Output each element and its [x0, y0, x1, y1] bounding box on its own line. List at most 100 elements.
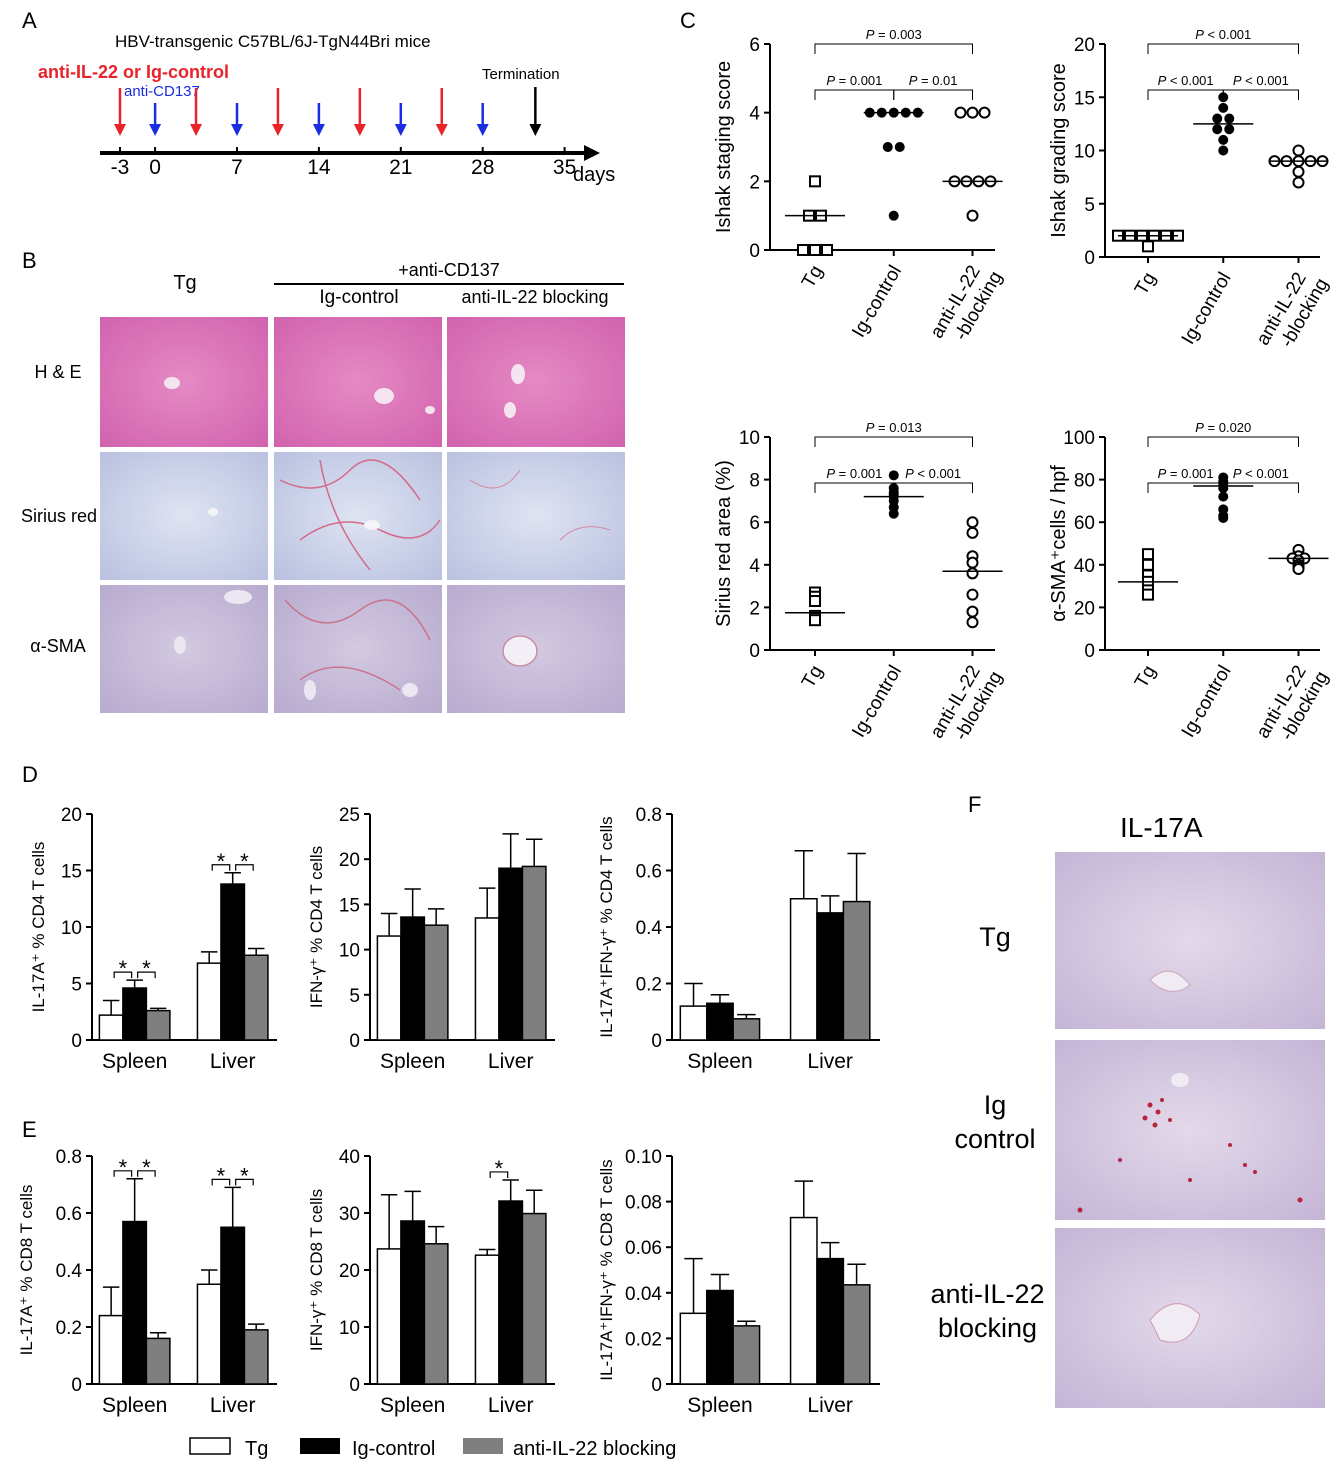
- x-tick-label: anti-IL-22-blocking: [927, 257, 1007, 353]
- y-tick-label: 0.06: [625, 1238, 662, 1259]
- p-symbol: P: [1158, 466, 1167, 481]
- p-value: = 0.013: [874, 420, 921, 435]
- p-value: < 0.001: [1204, 27, 1251, 42]
- bar-anti-il-22-blocking: [145, 1009, 171, 1041]
- bar-anti-il-22-blocking: [521, 1212, 547, 1385]
- significance-bracket: [211, 864, 231, 871]
- p-value: = 0.01: [917, 73, 957, 88]
- il17a-row-ig-line2: control: [954, 1124, 1036, 1154]
- histo-group-title: +anti-CD137: [398, 260, 500, 280]
- x-category-label: Spleen: [687, 1394, 752, 1417]
- y-tick-label: 0: [1084, 248, 1095, 269]
- anti-point: [966, 106, 979, 119]
- ig-point: [1212, 113, 1223, 124]
- significance-bracket: [489, 1171, 509, 1178]
- y-tick-label: 20: [61, 805, 82, 826]
- anti-point: [1292, 144, 1305, 157]
- p-bracket: [893, 482, 973, 493]
- timeline-tick-label: 14: [307, 156, 331, 179]
- tg-point: [809, 595, 821, 608]
- bar-anti-il-22-blocking: [243, 1329, 269, 1385]
- legend-anti-label: anti-IL-22 blocking: [513, 1438, 676, 1460]
- timeline-tick-label: 7: [231, 156, 243, 179]
- bar-ig-control: [122, 1220, 148, 1385]
- blue-arrow-head: [149, 124, 162, 136]
- y-axis-label: IL-17A⁺IFN-γ⁺ % CD4 T cells: [597, 816, 616, 1037]
- p-symbol: P: [826, 466, 835, 481]
- significance-star: *: [119, 1155, 128, 1180]
- x-tick-label: Ig-control: [1178, 662, 1236, 741]
- ig-point: [1224, 113, 1235, 124]
- timeline-tick-label: 21: [389, 156, 412, 179]
- chart-E1: 0 0.2 0.4 0.6 0.8 IL-17A⁺ % CD8 T cells Spleen…: [17, 1147, 277, 1417]
- tg-point: [1142, 548, 1154, 561]
- ig-point: [1212, 124, 1223, 135]
- il17a-row-ig: Ig control: [940, 1088, 1050, 1156]
- y-tick-label: 10: [339, 1318, 360, 1339]
- y-axis-label: α-SMA⁺cells / hpf: [1048, 465, 1070, 622]
- anti-point: [966, 516, 979, 529]
- x-category-label: Spleen: [102, 1394, 167, 1417]
- ig-point: [1224, 124, 1235, 135]
- x-category-label: Liver: [488, 1050, 534, 1073]
- p-symbol: P: [909, 73, 918, 88]
- timeline-arrows: [114, 87, 542, 136]
- y-tick-label: 0: [749, 641, 760, 662]
- p-value-label: P = 0.01: [909, 73, 958, 88]
- bar-anti-il-22-blocking: [732, 1018, 761, 1041]
- y-axis-label: Ishak staging score: [713, 61, 735, 233]
- y-tick-label: 0.8: [636, 805, 662, 826]
- p-bracket: [814, 436, 973, 447]
- ig-point: [1218, 145, 1229, 156]
- tg-point: [797, 244, 809, 256]
- p-symbol: P: [1233, 73, 1242, 88]
- x-tick-label-line: Tg: [1131, 269, 1160, 299]
- p-bracket: [1147, 43, 1299, 54]
- p-symbol: P: [1158, 73, 1167, 88]
- bar-anti-il-22-blocking: [521, 865, 547, 1041]
- y-axis-label: IL-17A⁺ % CD4 T cells: [29, 842, 48, 1013]
- y-tick-label: 4: [749, 556, 760, 577]
- legend-anti-swatch: [463, 1438, 503, 1454]
- x-tick-label-line: Ig-control: [848, 662, 906, 741]
- x-category-label: Liver: [488, 1394, 534, 1417]
- y-tick-label: 30: [339, 1204, 360, 1225]
- anti-point: [966, 616, 979, 629]
- x-category-label: Spleen: [687, 1050, 752, 1073]
- ig-point: [894, 142, 905, 152]
- y-axis-label: IL-17A⁺ % CD8 T cells: [17, 1185, 36, 1356]
- y-tick-label: 0: [349, 1375, 360, 1396]
- bar-tg: [789, 1216, 818, 1385]
- bar-tg: [196, 1283, 222, 1385]
- y-tick-label: 0: [71, 1031, 82, 1052]
- y-tick-label: 10: [339, 941, 360, 962]
- y-tick-label: 20: [1074, 598, 1095, 619]
- x-tick-label-line: Tg: [1131, 662, 1160, 692]
- ig-point: [888, 470, 899, 481]
- il17a-row-tg: Tg: [940, 920, 1050, 954]
- significance-star: *: [217, 1163, 226, 1188]
- bar-ig-control: [816, 1257, 845, 1385]
- bar-ig-control: [816, 912, 845, 1041]
- x-tick-label-line: Tg: [798, 662, 827, 692]
- p-bracket: [814, 89, 895, 100]
- bar-tg: [474, 1254, 500, 1385]
- red-arrow-head: [114, 124, 126, 136]
- histo-row-asma: α-SMA: [30, 636, 86, 656]
- p-symbol: P: [826, 73, 835, 88]
- bar-tg: [98, 1314, 124, 1385]
- significance-star: *: [142, 956, 151, 981]
- bar-ig-control: [705, 1002, 734, 1041]
- y-tick-label: 80: [1074, 471, 1095, 492]
- x-tick-label-line: Ig-control: [1178, 269, 1236, 348]
- significance-star: *: [119, 956, 128, 981]
- x-tick-label-line: Tg: [798, 262, 827, 292]
- x-tick-label-line: Ig-control: [1178, 662, 1236, 741]
- y-tick-label: 0: [349, 1031, 360, 1052]
- il17a-row-tg-line1: Tg: [979, 922, 1011, 952]
- il17a-title: IL-17A: [1120, 812, 1203, 843]
- x-tick-label: Tg: [798, 262, 827, 292]
- y-tick-label: 0: [1084, 641, 1095, 662]
